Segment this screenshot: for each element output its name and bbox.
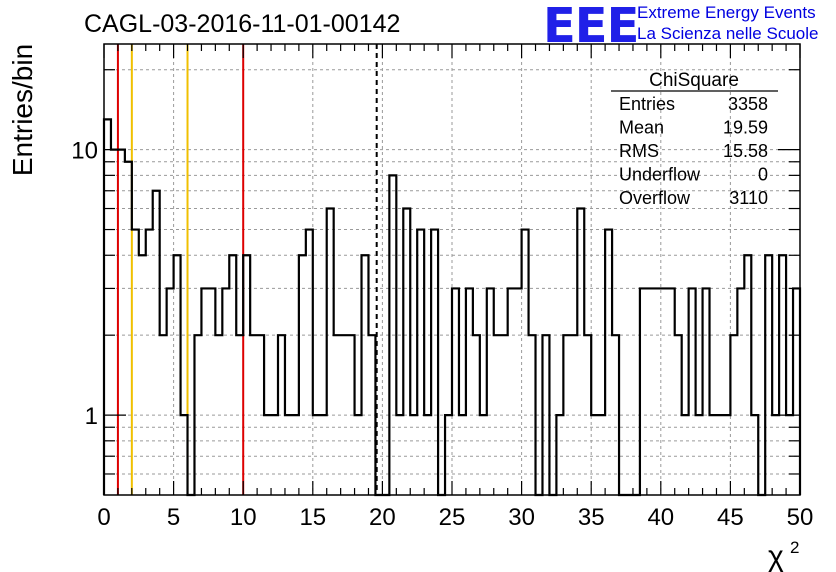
axis-ticks xyxy=(103,44,801,495)
stats-row-label: Overflow xyxy=(619,188,691,208)
x-tick-label: 5 xyxy=(167,504,180,531)
x-tick-label: 50 xyxy=(787,504,814,531)
x-tick-label: 15 xyxy=(299,504,326,531)
x-tick-label: 20 xyxy=(369,504,396,531)
y-tick-label: 10 xyxy=(71,138,98,165)
y-tick-label: 1 xyxy=(85,403,98,430)
x-tick-label: 40 xyxy=(647,504,674,531)
x-tick-label: 45 xyxy=(717,504,744,531)
stats-row-value: 3358 xyxy=(728,94,768,114)
reference-lines xyxy=(116,44,378,495)
y-tick-labels: 1 10 xyxy=(71,138,98,430)
histogram-line xyxy=(102,118,802,497)
stats-row-label: Entries xyxy=(619,94,675,114)
stats-row-value: 15.58 xyxy=(723,141,768,161)
stats-row-value: 3110 xyxy=(729,188,768,208)
chart-title: CAGL-03-2016-11-01-00142 xyxy=(84,10,401,38)
x-tick-labels: 0 5 10 15 20 25 30 35 40 45 50 xyxy=(97,504,813,531)
x-tick-label: 10 xyxy=(230,504,257,531)
x-tick-label: 25 xyxy=(439,504,466,531)
x-tick-label: 30 xyxy=(508,504,535,531)
x-axis-label: χ 2 xyxy=(768,538,799,572)
x-axis-label-superscript: 2 xyxy=(790,538,799,557)
y-axis-label: Entries/bin xyxy=(7,44,38,176)
stats-box-title: ChiSquare xyxy=(649,70,739,91)
x-tick-label: 35 xyxy=(578,504,605,531)
x-tick-label: 0 xyxy=(97,504,110,531)
x-axis-label-main: χ xyxy=(768,540,784,572)
org-line-1: Extreme Energy Events xyxy=(637,3,816,22)
grid xyxy=(104,44,800,495)
org-line-2: La Scienza nelle Scuole xyxy=(637,24,819,43)
stats-row-label: RMS xyxy=(619,141,659,161)
stats-row-label: Underflow xyxy=(619,165,701,185)
stats-box: ChiSquare Entries 3358 Mean 19.59 RMS 15.58 Un… xyxy=(611,70,778,208)
stats-row-label: Mean xyxy=(619,118,664,138)
stats-row-value: 19.59 xyxy=(723,118,768,138)
stats-row-value: 0 xyxy=(758,165,768,185)
